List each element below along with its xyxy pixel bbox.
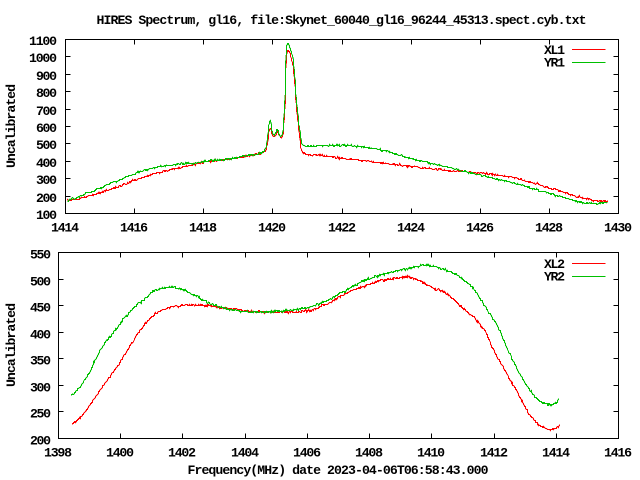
svg-text:1400: 1400 (106, 446, 134, 461)
svg-text:900: 900 (36, 69, 57, 84)
svg-text:1404: 1404 (231, 446, 259, 461)
svg-text:300: 300 (30, 381, 51, 396)
svg-text:Uncalibrated: Uncalibrated (4, 303, 19, 387)
svg-text:100: 100 (36, 208, 57, 223)
svg-text:1424: 1424 (397, 221, 425, 236)
svg-text:550: 550 (30, 248, 51, 263)
svg-text:500: 500 (30, 275, 51, 290)
svg-text:HIRES Spectrum, gl16, file:Sky: HIRES Spectrum, gl16, file:Skynet_60040_… (97, 13, 587, 28)
svg-text:1422: 1422 (328, 221, 356, 236)
svg-text:1408: 1408 (355, 446, 383, 461)
svg-text:400: 400 (30, 328, 51, 343)
svg-text:XL1: XL1 (544, 43, 565, 58)
svg-text:1100: 1100 (29, 34, 57, 49)
svg-text:1428: 1428 (535, 221, 563, 236)
svg-text:400: 400 (36, 156, 57, 171)
svg-text:1426: 1426 (466, 221, 494, 236)
svg-text:1398: 1398 (44, 446, 72, 461)
svg-text:1416: 1416 (120, 221, 148, 236)
svg-text:600: 600 (36, 121, 57, 136)
svg-text:200: 200 (36, 191, 57, 206)
svg-text:700: 700 (36, 104, 57, 119)
svg-text:1418: 1418 (189, 221, 217, 236)
svg-text:450: 450 (30, 301, 51, 316)
svg-text:YR2: YR2 (544, 270, 565, 285)
svg-text:XL2: XL2 (544, 257, 565, 272)
svg-text:Frequency(MHz) date 2023-04-06: Frequency(MHz) date 2023-04-06T06:58:43.… (188, 463, 489, 478)
svg-text:1430: 1430 (604, 221, 632, 236)
svg-text:300: 300 (36, 173, 57, 188)
svg-text:200: 200 (30, 434, 51, 449)
svg-text:1414: 1414 (51, 221, 79, 236)
svg-text:350: 350 (30, 354, 51, 369)
svg-text:800: 800 (36, 86, 57, 101)
svg-text:1416: 1416 (604, 446, 632, 461)
svg-text:1000: 1000 (29, 51, 57, 66)
svg-text:1414: 1414 (542, 446, 570, 461)
svg-text:500: 500 (36, 138, 57, 153)
svg-text:1406: 1406 (293, 446, 321, 461)
svg-text:Uncalibrated: Uncalibrated (4, 84, 19, 168)
svg-text:YR1: YR1 (544, 56, 565, 71)
svg-text:1412: 1412 (480, 446, 508, 461)
svg-text:1420: 1420 (258, 221, 286, 236)
svg-text:1402: 1402 (168, 446, 196, 461)
svg-text:250: 250 (30, 407, 51, 422)
svg-text:1410: 1410 (417, 446, 445, 461)
